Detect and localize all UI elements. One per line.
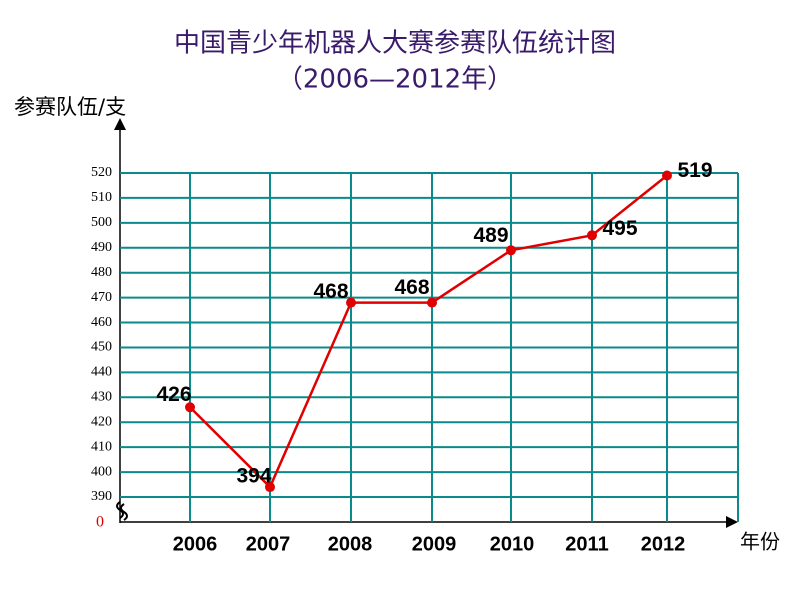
y-tick-label: 480 (91, 265, 112, 280)
x-tick-label: 2008 (328, 533, 373, 555)
y-tick-label: 430 (91, 390, 112, 405)
data-label: 468 (394, 276, 429, 299)
axis-break (120, 503, 128, 521)
data-label: 519 (677, 159, 712, 182)
y-tick-label: 390 (91, 489, 112, 504)
data-label: 495 (602, 217, 637, 240)
y-tick-label: 500 (91, 215, 112, 230)
y-tick-label: 510 (91, 190, 112, 205)
y-tick-label: 420 (91, 414, 112, 429)
y-tick-label: 460 (91, 315, 112, 330)
data-label: 468 (313, 280, 348, 303)
y-tick-label: 520 (91, 165, 112, 180)
y-axis-arrow (114, 118, 126, 130)
y-tick-label: 410 (91, 439, 112, 454)
x-tick-label: 2006 (173, 533, 218, 555)
y-tick-label: 400 (91, 464, 112, 479)
x-tick-label: 2012 (641, 533, 686, 555)
data-label: 394 (236, 465, 271, 488)
point (346, 297, 356, 308)
data-label: 489 (473, 224, 508, 247)
chart-title: 中国青少年机器人大赛参赛队伍统计图 (174, 29, 616, 59)
x-tick-label: 2010 (490, 533, 535, 555)
y-origin-label: 0 (96, 514, 104, 531)
x-tick-label: 2007 (246, 533, 291, 555)
x-tick-label: 2011 (565, 533, 608, 555)
x-axis-label: 年份 (740, 530, 780, 554)
y-tick-label: 490 (91, 240, 112, 255)
axis-break (116, 501, 124, 519)
x-tick-label: 2009 (412, 533, 457, 555)
x-axis-arrow (726, 516, 738, 528)
y-axis-label: 参赛队伍/支 (14, 95, 126, 119)
data-label: 426 (156, 383, 191, 406)
point (185, 402, 195, 413)
y-tick-label: 470 (91, 290, 112, 305)
y-tick-label: 440 (91, 365, 112, 380)
point (587, 230, 597, 241)
chart-subtitle: （2006—2012年） (277, 65, 513, 95)
y-tick-label: 450 (91, 340, 112, 355)
point (265, 482, 275, 493)
point (427, 297, 437, 308)
point (506, 245, 516, 256)
point (662, 170, 672, 181)
